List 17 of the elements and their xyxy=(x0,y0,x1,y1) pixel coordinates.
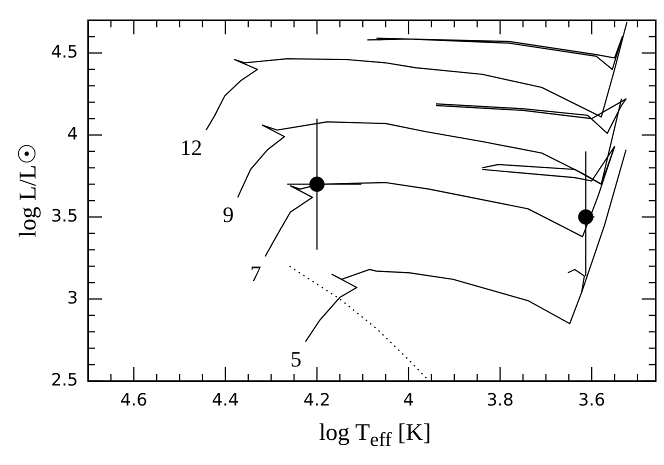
x-axis-title: log T$_{eff}$ [K] xyxy=(318,420,432,452)
annotation: 9 xyxy=(222,202,234,228)
x-tick-label: 4.6 xyxy=(120,390,148,411)
x-tick-label: 4.2 xyxy=(303,390,330,411)
annotation: 12 xyxy=(180,134,202,160)
y-axis-title: log L/L☉ xyxy=(14,142,42,238)
annotation: 7 xyxy=(250,261,262,286)
x-tick-label: 4 xyxy=(403,390,414,411)
y-tick-label: 2.5 xyxy=(50,370,78,390)
y-tick-label: 4.5 xyxy=(50,42,78,62)
y-tick-label: 3 xyxy=(67,288,78,308)
x-tick-label: 3.8 xyxy=(486,390,514,411)
annotation: 5 xyxy=(290,346,302,372)
x-tick-label: 3.6 xyxy=(578,390,606,411)
y-tick-label: 3.5 xyxy=(50,206,78,226)
x-tick-label: 4.4 xyxy=(212,390,239,411)
y-tick-label: 4 xyxy=(67,124,78,144)
